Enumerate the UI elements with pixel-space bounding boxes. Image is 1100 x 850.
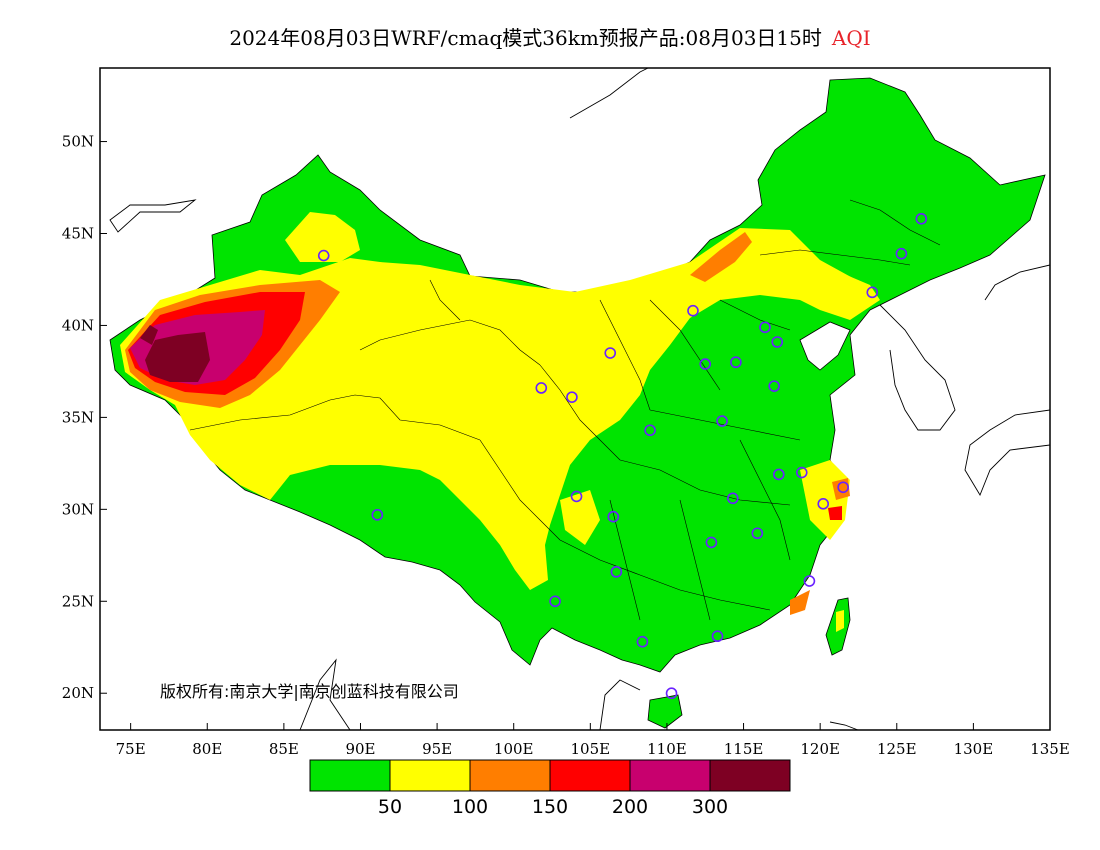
- lat-label: 20N: [62, 684, 94, 702]
- lon-label: 75E: [116, 740, 146, 758]
- aqi-color-legend: 50 100 150 200 300: [309, 759, 791, 818]
- station-marker: [636, 635, 649, 648]
- lat-label: 40N: [62, 316, 94, 334]
- map-frame: [99, 67, 1051, 731]
- station-marker: [837, 481, 849, 494]
- maroon-region-tarim: [145, 332, 210, 382]
- longitude-axis: 75E 80E 85E 90E 95E 100E 105E 110E 115E 120E 125E 1…: [116, 723, 1070, 758]
- station-marker: [610, 566, 623, 578]
- station-marker: [687, 304, 699, 317]
- lat-label: 35N: [62, 408, 94, 426]
- orange-patch-inner-mongolia: [690, 232, 752, 282]
- station-marker: [751, 527, 764, 540]
- balkhash-coastline: [109, 199, 197, 233]
- station-marker: [644, 424, 656, 437]
- south-coastline: [299, 658, 859, 730]
- station-marker: [895, 247, 908, 260]
- station-marker: [570, 490, 583, 503]
- sakhalin-coastline: [569, 68, 649, 119]
- legend-swatch: [309, 759, 391, 792]
- station-marker: [705, 536, 718, 549]
- lon-label: 95E: [422, 740, 452, 758]
- legend-swatch: [629, 759, 711, 792]
- legend-label: 300: [692, 796, 728, 818]
- title-main: 2024年08月03日WRF/cmaq模式36km预报产品:08月03日15时: [229, 26, 822, 50]
- legend-label: 150: [532, 796, 568, 818]
- hotspot-fujian: [790, 590, 810, 615]
- station-marker: [699, 358, 712, 370]
- station-marker: [665, 687, 678, 700]
- city-station-markers: [317, 212, 928, 700]
- legend-swatch: [549, 759, 631, 792]
- map-content: [109, 68, 1050, 730]
- latitude-axis: 50N 45N 40N 35N 30N 25N 20N: [62, 133, 107, 702]
- station-marker: [607, 510, 620, 523]
- lon-label: 105E: [571, 740, 611, 758]
- korea-coastline: [879, 304, 956, 431]
- station-marker: [566, 391, 578, 403]
- station-marker: [759, 321, 771, 334]
- station-marker: [317, 249, 330, 262]
- station-marker: [549, 595, 561, 608]
- lat-label: 45N: [62, 225, 94, 243]
- station-marker: [771, 336, 784, 348]
- yellow-patch-sichuan: [560, 490, 600, 545]
- legend-swatch: [389, 759, 471, 792]
- lon-label: 120E: [800, 740, 840, 758]
- station-marker: [371, 509, 384, 521]
- taiwan-yellow: [836, 610, 844, 632]
- legend-swatch: [709, 759, 791, 792]
- station-marker: [727, 492, 739, 505]
- lon-label: 90E: [345, 740, 375, 758]
- legend-label: 100: [452, 796, 488, 818]
- maroon-patch-west: [140, 325, 158, 345]
- legend-label: 200: [612, 796, 648, 818]
- lon-label: 130E: [954, 740, 994, 758]
- province-boundaries: [189, 199, 941, 621]
- station-marker: [866, 286, 879, 299]
- lat-label: 50N: [62, 133, 94, 151]
- lon-label: 125E: [877, 740, 917, 758]
- station-marker: [803, 575, 816, 587]
- lon-label: 85E: [269, 740, 299, 758]
- lon-label: 135E: [1030, 740, 1070, 758]
- lat-label: 25N: [62, 592, 94, 610]
- station-marker: [604, 347, 617, 359]
- station-marker: [716, 415, 728, 427]
- station-marker: [535, 382, 548, 394]
- station-marker: [817, 498, 830, 510]
- legend-swatch: [469, 759, 551, 792]
- station-marker: [915, 212, 928, 225]
- yellow-patch-north-xinjiang: [285, 212, 360, 262]
- hotspot-hangzhou: [828, 506, 842, 520]
- copyright-note: 版权所有:南京大学|南京创蓝科技有限公司: [160, 682, 459, 701]
- yellow-patch-bohai: [790, 268, 880, 320]
- bohai-sea: [799, 321, 851, 371]
- station-marker: [730, 356, 742, 369]
- hainan-island: [647, 694, 683, 729]
- lon-label: 80E: [192, 740, 222, 758]
- title-variable: AQI: [831, 26, 871, 50]
- lon-label: 100E: [494, 740, 534, 758]
- japan-coastline: [964, 264, 1050, 497]
- lon-label: 110E: [647, 740, 687, 758]
- station-marker: [795, 466, 808, 479]
- station-marker: [772, 468, 785, 481]
- map-title: 2024年08月03日WRF/cmaq模式36km预报产品:08月03日15时 A…: [0, 22, 1100, 51]
- lon-label: 115E: [724, 740, 764, 758]
- legend-label: 50: [378, 796, 402, 818]
- lat-label: 30N: [62, 500, 94, 518]
- station-marker: [768, 380, 780, 392]
- station-marker: [711, 630, 724, 643]
